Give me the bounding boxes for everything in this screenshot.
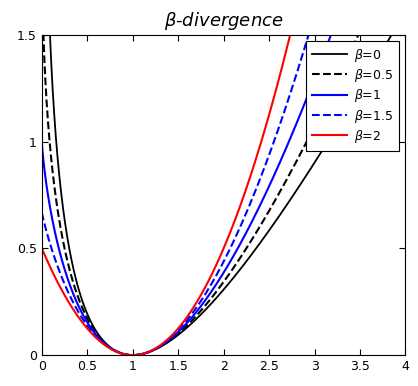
$\beta$=0.5: [194, 313, 199, 317]
Line: $\beta$=1: $\beta$=1: [42, 31, 332, 355]
Title: $\beta$-divergence: $\beta$-divergence: [164, 10, 283, 32]
Line: $\beta$=0: $\beta$=0: [50, 30, 394, 355]
$\beta$=0: [357, 88, 362, 93]
$\beta$=0: [81, 301, 86, 306]
$\beta$=0.5: [81, 308, 86, 312]
$\beta$=0.5: [179, 328, 184, 333]
Line: $\beta$=0.5: $\beta$=0.5: [43, 30, 360, 355]
$\beta$=2: [194, 300, 199, 304]
$\beta$=1: [81, 313, 86, 318]
$\beta$=2: [102, 343, 107, 347]
Legend: $\beta$=0, $\beta$=0.5, $\beta$=1, $\beta$=1.5, $\beta$=2: $\beta$=0, $\beta$=0.5, $\beta$=1, $\bet…: [306, 41, 399, 151]
$\beta$=0: [102, 340, 107, 345]
$\beta$=1.5: [102, 342, 107, 347]
$\beta$=2: [179, 322, 184, 327]
$\beta$=1.5: [179, 325, 184, 329]
$\beta$=1.5: [39, 210, 44, 215]
$\beta$=0: [179, 330, 184, 335]
$\beta$=1: [39, 139, 44, 144]
$\beta$=1: [102, 342, 107, 346]
$\beta$=1: [194, 309, 199, 313]
$\beta$=2: [39, 246, 44, 251]
$\beta$=0: [194, 316, 199, 321]
$\beta$=0.5: [357, 31, 362, 36]
Line: $\beta$=2: $\beta$=2: [42, 31, 291, 355]
Line: $\beta$=1.5: $\beta$=1.5: [42, 30, 310, 355]
$\beta$=0.5: [102, 341, 107, 345]
$\beta$=1.5: [81, 318, 86, 322]
$\beta$=1: [179, 327, 184, 331]
$\beta$=1.5: [194, 305, 199, 309]
$\beta$=2: [81, 321, 86, 326]
